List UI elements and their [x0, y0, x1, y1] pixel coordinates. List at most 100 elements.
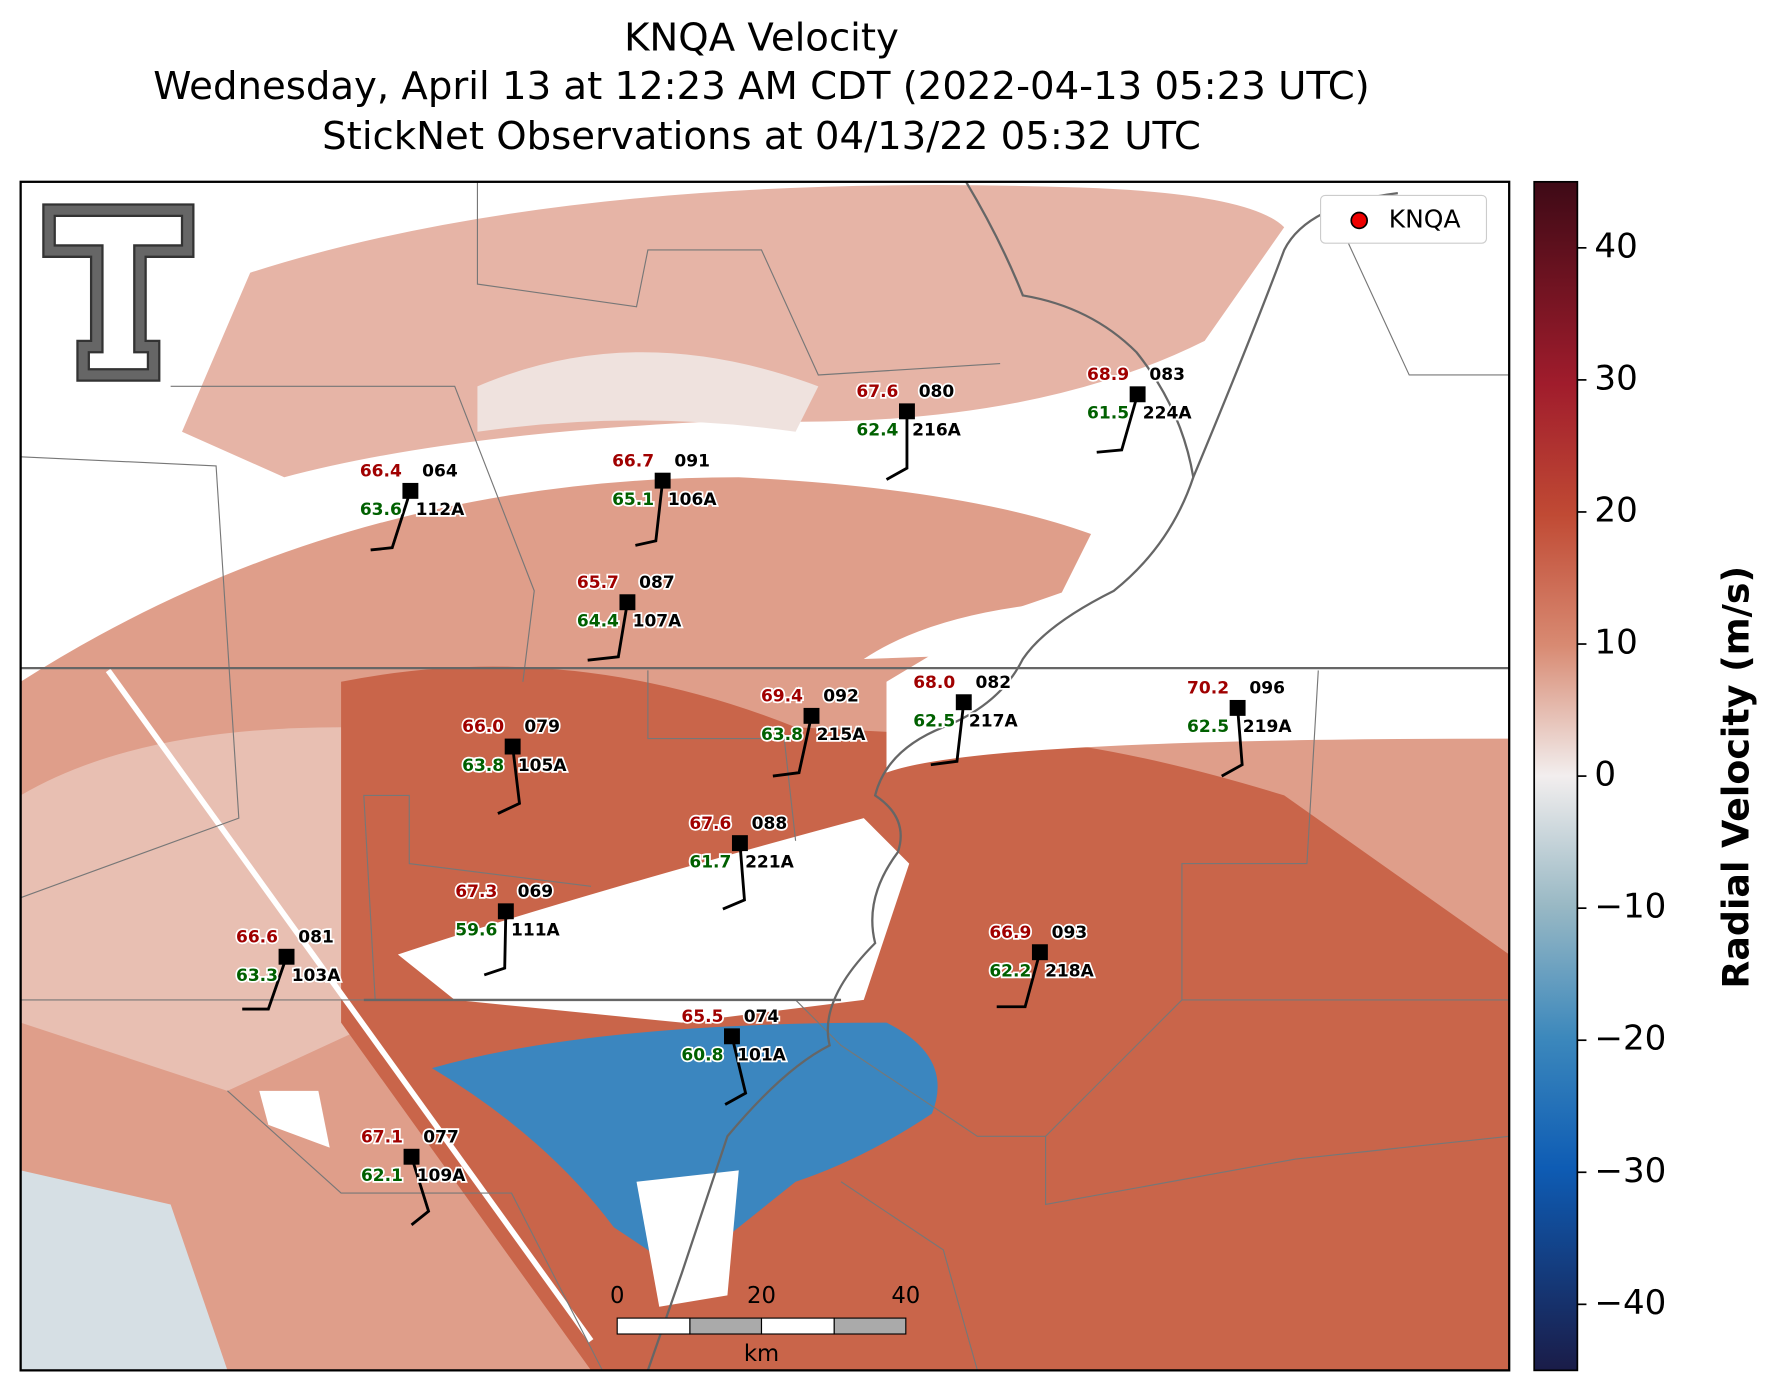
dewpoint: 59.6 — [455, 921, 497, 941]
station-marker — [1129, 386, 1146, 403]
station: 65.5 074 60.8 101A — [680, 1005, 788, 1106]
station-number: 096 — [1249, 679, 1285, 699]
wind-barb — [370, 490, 412, 552]
station-marker — [731, 835, 748, 852]
temperature: 67.6 — [856, 382, 898, 402]
wind-barb — [242, 956, 288, 1011]
wind-barb — [1096, 393, 1139, 454]
dewpoint: 63.8 — [462, 756, 504, 776]
station: 69.4 092 63.8 215A — [759, 685, 868, 778]
station-marker — [1229, 699, 1246, 716]
station-id: 216A — [912, 421, 962, 441]
legend: KNQA — [1319, 194, 1488, 244]
station-number: 077 — [423, 1127, 459, 1147]
station-marker — [724, 1028, 740, 1045]
colorbar-tick-label: 10 — [1594, 623, 1637, 663]
station-id: 101A — [737, 1046, 787, 1066]
station-marker — [1031, 944, 1048, 961]
subtitle: Wednesday, April 13 at 12:23 AM CDT (202… — [153, 64, 1370, 109]
dewpoint: 61.5 — [1087, 404, 1129, 424]
radar-field — [20, 181, 1510, 1371]
temperature: 68.0 — [913, 673, 955, 693]
dewpoint: 62.4 — [856, 421, 898, 441]
scale-label: 0 — [610, 1283, 624, 1309]
colorbar-tick-label: −30 — [1594, 1151, 1666, 1191]
station-id: 224A — [1143, 404, 1193, 424]
station-marker — [619, 594, 636, 611]
dewpoint: 63.6 — [360, 500, 402, 520]
temperature: 66.4 — [360, 462, 402, 482]
station-marker — [278, 948, 295, 965]
dewpoint: 63.3 — [236, 966, 278, 986]
station-number: 074 — [744, 1007, 780, 1027]
dewpoint: 62.5 — [1187, 717, 1229, 737]
station-number: 079 — [524, 717, 560, 737]
station: 66.9 093 62.2 218A — [988, 921, 1096, 1009]
wind-barb — [996, 951, 1042, 1009]
station-id: 215A — [817, 725, 867, 745]
station-id: 107A — [633, 612, 683, 632]
temperature: 66.0 — [462, 717, 504, 737]
station: 66.4 064 63.6 112A — [358, 460, 467, 552]
title: KNQA Velocity — [624, 15, 899, 60]
subtitle: StickNet Observations at 04/13/22 05:32 … — [322, 114, 1201, 159]
station: 67.3 069 59.6 111A — [454, 880, 562, 977]
wind-barb — [930, 702, 966, 767]
wind-barb — [722, 843, 746, 911]
colorbar — [1533, 180, 1579, 1372]
temperature: 67.6 — [689, 814, 731, 834]
legend-label: KNQA — [1389, 204, 1461, 233]
station-number: 091 — [674, 451, 710, 471]
colorbar-tick-label: 30 — [1594, 358, 1637, 398]
temperature: 66.7 — [612, 451, 654, 471]
station: 67.6 080 62.4 216A — [855, 380, 963, 481]
station-number: 093 — [1052, 923, 1088, 943]
temperature: 65.5 — [681, 1007, 723, 1027]
station-id: 103A — [292, 966, 342, 986]
logo — [42, 203, 195, 382]
station-number: 083 — [1149, 365, 1185, 385]
station-id: 221A — [745, 852, 795, 872]
colorbar-tick-label: 0 — [1594, 755, 1616, 795]
station-marker — [403, 1148, 420, 1165]
station: 66.7 091 65.1 106A — [610, 450, 719, 547]
temperature: 67.1 — [361, 1127, 403, 1147]
station: 65.7 087 64.4 107A — [575, 571, 684, 662]
station-id: 109A — [417, 1166, 467, 1186]
wind-barb — [587, 601, 629, 662]
temperature: 66.6 — [236, 927, 278, 947]
station: 66.6 081 63.3 103A — [234, 926, 343, 1011]
colorbar-tick-label: −40 — [1594, 1283, 1666, 1323]
wind-barb — [410, 1156, 431, 1227]
station-number: 082 — [976, 673, 1012, 693]
wind-barb — [885, 411, 909, 481]
colorbar-tick-label: 20 — [1594, 490, 1637, 530]
dewpoint: 64.4 — [577, 612, 619, 632]
temperature: 67.3 — [455, 882, 497, 902]
temperature: 66.9 — [989, 923, 1031, 943]
station-number: 064 — [422, 462, 458, 482]
station-id: 105A — [518, 756, 568, 776]
station-id: 218A — [1045, 962, 1095, 982]
dewpoint: 62.1 — [361, 1166, 403, 1186]
wind-barb — [635, 480, 665, 547]
station-marker — [898, 403, 915, 420]
station-marker — [504, 738, 521, 755]
dewpoint: 61.7 — [689, 852, 731, 872]
station-id: 112A — [416, 500, 466, 520]
station-number: 088 — [752, 814, 788, 834]
station-marker — [955, 694, 972, 711]
station-id: 219A — [1243, 717, 1293, 737]
temperature: 68.9 — [1087, 365, 1129, 385]
wind-barb — [772, 715, 813, 778]
temperature: 65.7 — [577, 573, 619, 593]
dewpoint: 63.8 — [761, 725, 803, 745]
wind-barb — [483, 911, 508, 977]
map-frame — [19, 180, 1511, 1372]
colorbar-ticks: −40 −30 −20 −10 0 10 20 30 40 — [1577, 226, 1666, 1323]
station-marker — [402, 482, 419, 499]
scalebar: 0 20 40 km — [610, 1283, 920, 1367]
station: 67.1 077 62.1 109A — [359, 1126, 468, 1227]
station-id: 106A — [668, 490, 718, 510]
station: 68.9 083 61.5 224A — [1085, 363, 1194, 454]
